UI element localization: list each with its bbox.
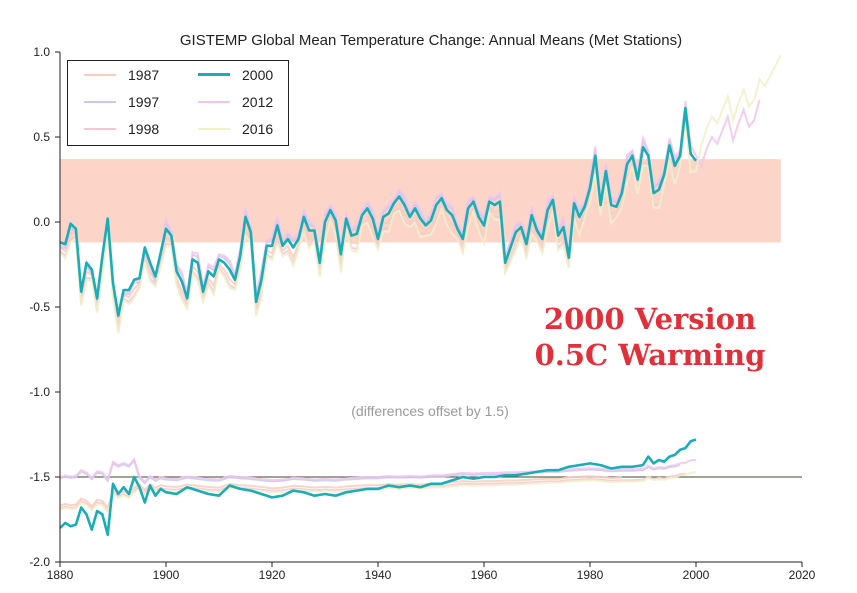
x-tick-label: 1960: [471, 568, 498, 582]
offset-note: (differences offset by 1.5): [351, 403, 509, 419]
y-tick-label: -2.0: [29, 555, 50, 569]
faint-difference-line: [59, 457, 697, 484]
legend-swatch: [198, 101, 230, 103]
legend-swatch: [84, 128, 116, 130]
legend-swatch: [198, 128, 230, 130]
faint-difference-line: [59, 458, 681, 485]
x-tick-label: 2020: [789, 568, 816, 582]
x-tick-label: 1940: [365, 568, 392, 582]
x-tick-label: 1920: [259, 568, 286, 582]
faint-version-line: [59, 54, 782, 335]
series-line-2000: [59, 106, 698, 317]
y-tick-label: -0.5: [29, 300, 50, 314]
chart-title: GISTEMP Global Mean Temperature Change: …: [179, 32, 683, 49]
y-tick-label: 0.5: [33, 130, 50, 144]
series-line-2000-difference: [59, 438, 697, 537]
legend-item-2016: 2016: [198, 119, 288, 139]
legend-item-1987: 1987: [84, 65, 174, 85]
faint-difference-line: [59, 475, 622, 511]
legend-item-1998: 1998: [84, 119, 174, 139]
y-tick-label: -1.0: [29, 385, 50, 399]
y-tick-label: 0.0: [33, 215, 50, 229]
legend-swatch: [198, 73, 230, 76]
legend-label: 2012: [242, 94, 274, 110]
legend-swatch: [84, 101, 116, 103]
legend-item-1997: 1997: [84, 92, 174, 112]
legend-item-2000: 2000: [198, 65, 288, 85]
faint-difference-line: [59, 472, 686, 513]
legend-swatch: [84, 74, 116, 76]
legend-label: 2016: [242, 121, 274, 137]
annotation-warming: 0.5C Warming: [534, 338, 766, 372]
legend-label: 2000: [242, 67, 274, 83]
x-tick-label: 1880: [47, 568, 74, 582]
y-tick-label: 1.0: [33, 45, 50, 59]
legend-label: 1998: [128, 121, 160, 137]
x-tick-label: 1900: [153, 568, 180, 582]
x-tick-label: 1980: [577, 568, 604, 582]
legend-label: 1997: [128, 94, 160, 110]
x-tick-label: 2000: [683, 568, 710, 582]
legend-label: 1987: [128, 67, 160, 83]
annotation-version: 2000 Version: [543, 302, 757, 336]
legend: 1987 2000 1997 2012 1998 2016: [67, 60, 289, 146]
y-tick-label: -1.5: [29, 470, 50, 484]
legend-item-2012: 2012: [198, 92, 288, 112]
series-layer: [59, 106, 698, 537]
